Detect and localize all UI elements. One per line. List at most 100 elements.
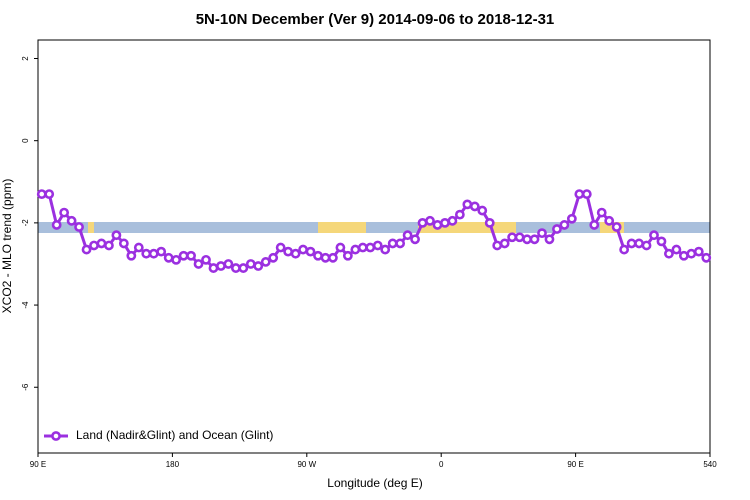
data-point [701, 252, 712, 263]
data-point [178, 250, 189, 261]
data-point [74, 222, 84, 232]
data-point [44, 189, 55, 200]
data-point [223, 259, 234, 269]
data-point [589, 220, 600, 230]
legend-label: Land (Nadir&Glint) and Ocean (Glint) [76, 428, 273, 442]
data-point [66, 215, 77, 226]
data-point [298, 244, 308, 255]
data-point [566, 213, 577, 224]
data-point [693, 246, 704, 257]
data-point [686, 248, 697, 259]
data-point [260, 257, 271, 267]
data-point [678, 250, 689, 261]
data-point [559, 220, 570, 230]
data-point [350, 244, 361, 255]
data-point [365, 242, 376, 253]
data-point [275, 242, 286, 253]
ocean-band [38, 222, 710, 233]
data-point [417, 217, 428, 228]
data-point [596, 207, 607, 218]
data-point [111, 230, 122, 241]
data-point [193, 259, 204, 269]
data-point [163, 252, 174, 263]
data-point [313, 250, 323, 261]
data-point [380, 244, 391, 255]
data-point [499, 238, 510, 249]
data-point [440, 217, 450, 228]
data-point [537, 228, 547, 239]
data-point [581, 189, 592, 200]
x-axis-label: Longitude (deg E) [327, 476, 422, 490]
y-tick-label: 2 [21, 56, 30, 61]
x-tick-label: 90 W [297, 460, 316, 469]
data-point [469, 201, 480, 212]
data-point [335, 242, 346, 253]
x-tick-label: 0 [439, 460, 444, 469]
data-point [126, 250, 137, 261]
data-point [507, 232, 518, 243]
y-axis-label: XCO2 - MLO trend (ppm) [0, 179, 14, 314]
data-point [36, 189, 47, 200]
data-point [522, 234, 532, 245]
data-point [208, 263, 219, 273]
y-tick-label: -2 [21, 219, 30, 227]
data-point [51, 220, 62, 230]
data-point [305, 246, 316, 257]
data-point [216, 261, 226, 271]
chart-title: 5N-10N December (Ver 9) 2014-09-06 to 20… [196, 11, 555, 28]
data-point [156, 246, 167, 257]
data-point [201, 254, 211, 265]
y-tick-label: -6 [21, 383, 30, 391]
data-point [552, 224, 562, 234]
data-point [454, 209, 465, 220]
data-point [634, 238, 644, 249]
x-tick-label: 540 [703, 460, 717, 469]
data-point [664, 248, 674, 259]
data-point [544, 234, 555, 245]
data-point [425, 215, 435, 226]
data-point [410, 234, 420, 245]
data-point [462, 199, 473, 210]
data-point [96, 238, 107, 249]
data-point [230, 263, 241, 273]
data-point [514, 232, 525, 243]
data-point [238, 263, 249, 273]
y-tick-label: 0 [21, 138, 30, 143]
data-point [372, 240, 383, 251]
data-point [641, 240, 652, 251]
data-point [649, 230, 659, 241]
data-point [89, 240, 99, 251]
data-point [283, 246, 294, 257]
data-point [59, 207, 70, 218]
data-point [604, 215, 615, 226]
x-tick-label: 180 [166, 460, 180, 469]
data-point [395, 238, 406, 249]
data-point [342, 250, 353, 261]
data-point [671, 244, 682, 255]
data-point [484, 217, 495, 228]
data-point [118, 238, 129, 249]
data-point [619, 244, 630, 255]
data-point [245, 259, 256, 269]
data-point [387, 238, 398, 249]
data-point [626, 238, 637, 249]
plot-frame [37, 39, 711, 454]
data-point [492, 240, 503, 251]
data-point [574, 189, 585, 200]
data-point [290, 248, 301, 259]
data-point [171, 254, 182, 265]
data-point [357, 242, 368, 253]
data-point [104, 240, 114, 251]
data-point [133, 242, 144, 253]
data-point [402, 230, 413, 241]
data-point [611, 222, 622, 232]
data-point [477, 205, 488, 216]
x-tick-label: 90 E [567, 460, 583, 469]
data-point [81, 244, 92, 255]
y-tick-label: -4 [21, 301, 30, 309]
data-point [656, 236, 667, 247]
data-point [253, 261, 264, 271]
data-point [186, 250, 196, 261]
data-point [447, 215, 458, 226]
